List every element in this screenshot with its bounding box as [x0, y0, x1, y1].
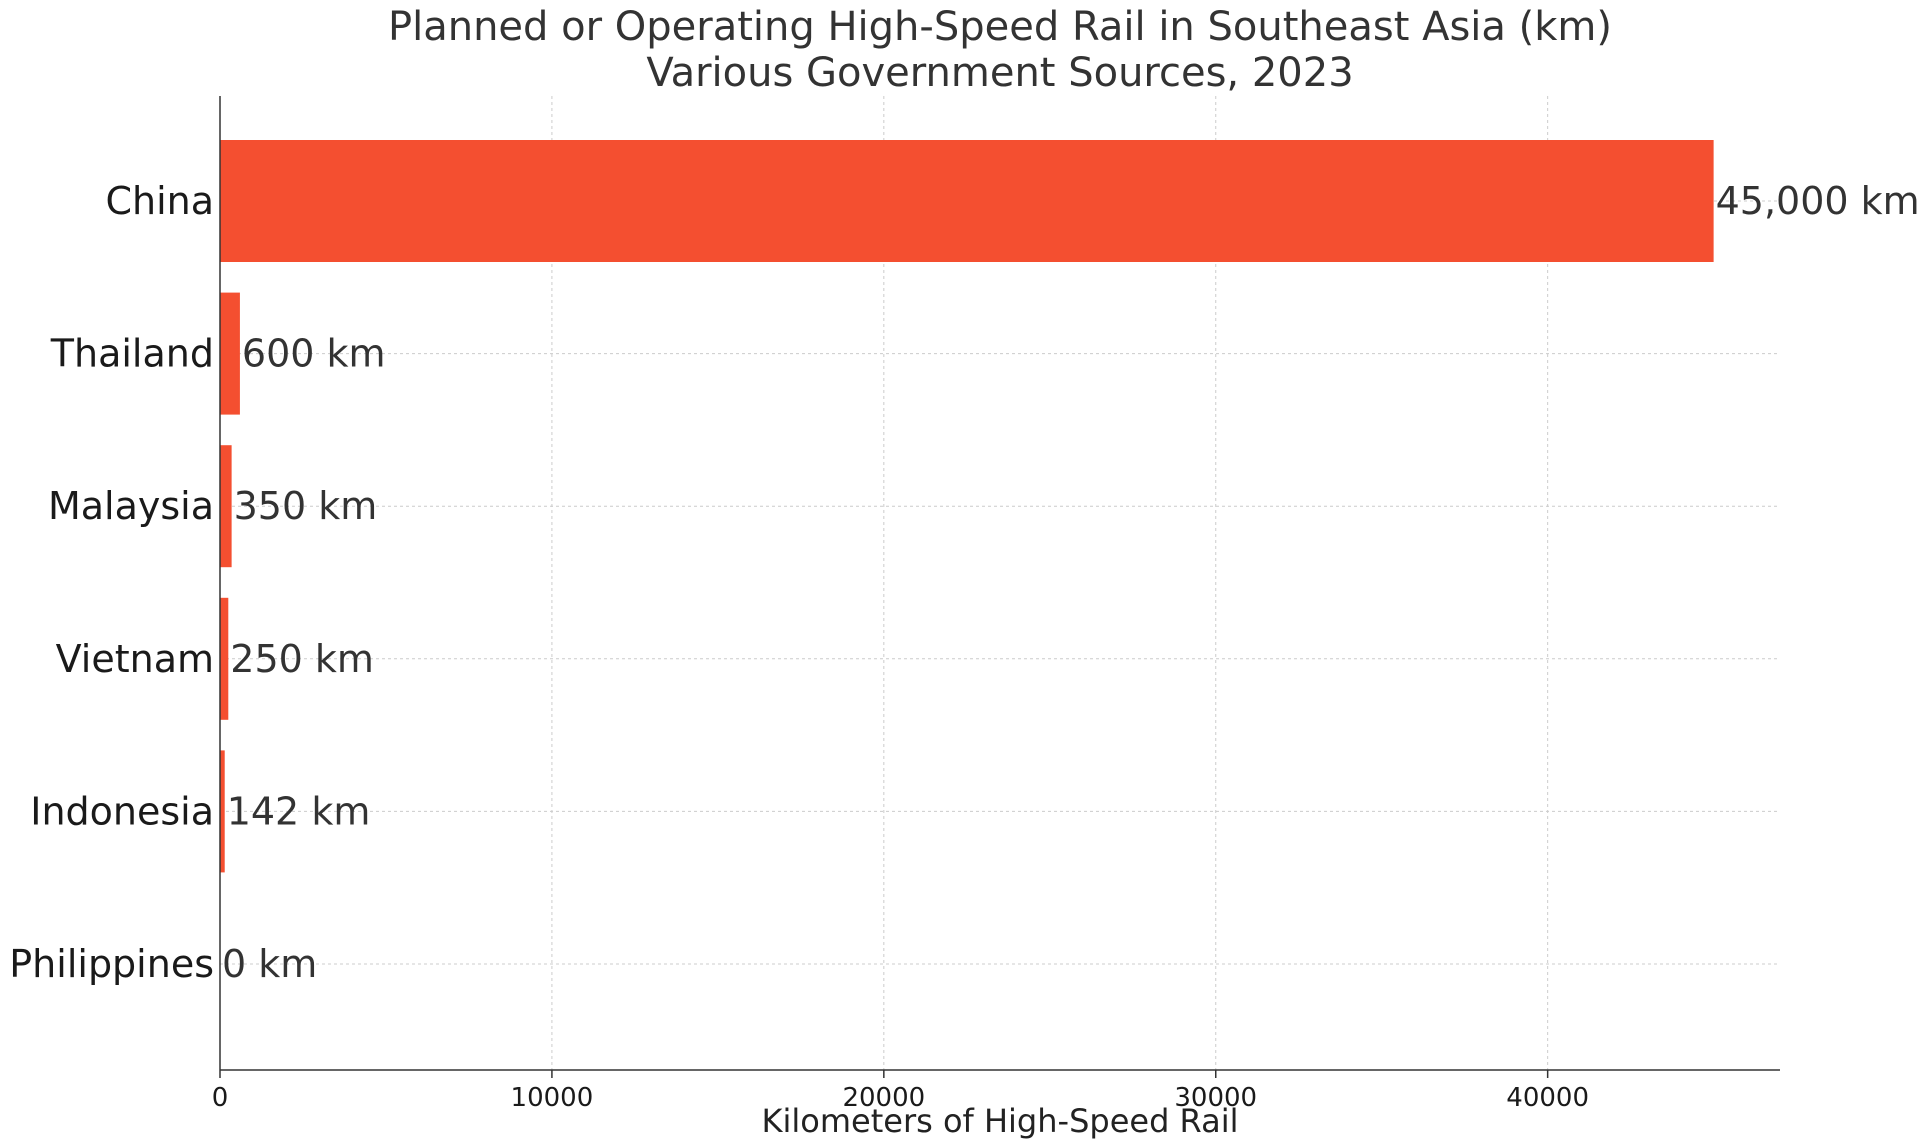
- category-label: Indonesia: [30, 789, 214, 833]
- x-tick-label: 40000: [1506, 1083, 1589, 1113]
- bar-value-label: 600 km: [242, 332, 386, 376]
- bar-value-label: 350 km: [234, 484, 378, 528]
- x-tick-label: 0: [212, 1083, 229, 1113]
- category-label: Thailand: [50, 332, 214, 376]
- chart-subtitle: Various Government Sources, 2023: [646, 50, 1353, 96]
- category-label: Vietnam: [56, 637, 214, 681]
- x-tick-label: 30000: [1174, 1083, 1257, 1113]
- bar: [220, 140, 1714, 262]
- bar: [220, 445, 232, 568]
- bar: [220, 750, 225, 873]
- x-tick-label: 10000: [511, 1083, 594, 1113]
- category-label: Philippines: [9, 942, 214, 986]
- x-tick-label: 20000: [842, 1083, 925, 1113]
- bar: [220, 597, 229, 720]
- bar-value-label: 142 km: [227, 789, 371, 833]
- bar-value-label: 0 km: [222, 942, 317, 986]
- x-axis-label: Kilometers of High-Speed Rail: [762, 1102, 1239, 1140]
- bars: [220, 140, 1714, 873]
- bar: [220, 292, 240, 415]
- axes: [219, 96, 1780, 1078]
- labels: 45,000 km China 600 km Thailand 350 km Malays…: [9, 179, 1919, 1113]
- chart-title: Planned or Operating High-Speed Rail in …: [388, 4, 1612, 50]
- category-label: Malaysia: [48, 484, 214, 528]
- bar-value-label: 250 km: [230, 637, 374, 681]
- category-label: China: [105, 179, 214, 223]
- bar-value-label: 45,000 km: [1716, 179, 1920, 223]
